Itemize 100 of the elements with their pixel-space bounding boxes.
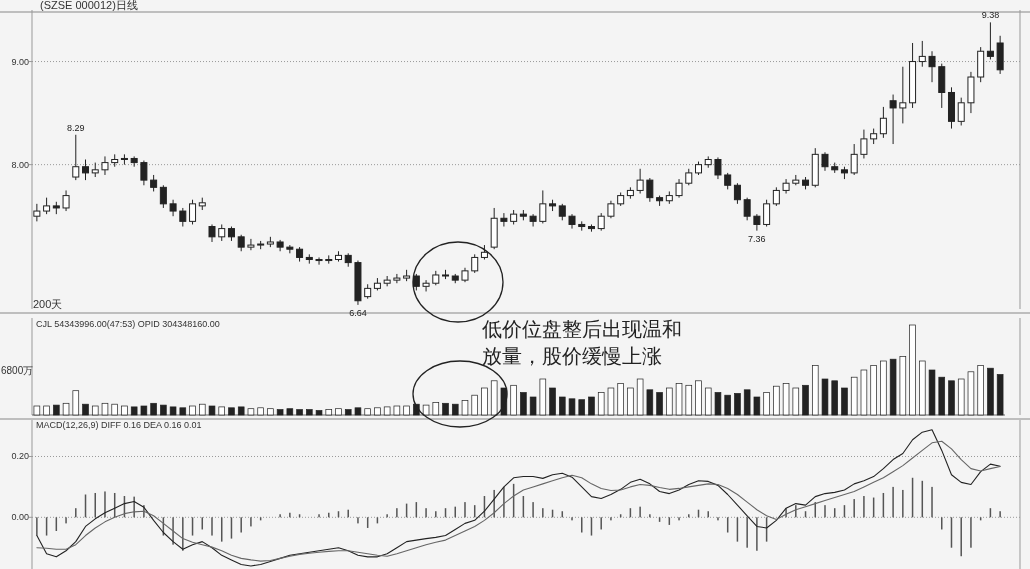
bar	[62, 402, 70, 416]
candlestick	[850, 143, 858, 176]
bar	[160, 404, 167, 416]
bar	[335, 408, 342, 416]
annotation: 9.38	[981, 10, 1000, 21]
bar	[938, 376, 946, 416]
candlestick	[140, 160, 148, 186]
bar	[111, 403, 118, 416]
candlestick	[72, 134, 80, 181]
bar	[636, 378, 644, 416]
bar	[812, 365, 819, 416]
bar	[91, 405, 99, 416]
bar	[413, 403, 420, 416]
bar	[860, 369, 868, 416]
candlestick	[33, 203, 41, 222]
bar	[899, 356, 907, 416]
bar	[451, 403, 459, 416]
candlestick	[928, 50, 936, 83]
bar	[374, 407, 381, 416]
candlestick	[879, 106, 887, 139]
bar	[315, 410, 323, 416]
bar	[967, 371, 975, 416]
candlestick	[62, 189, 70, 212]
candlestick	[636, 168, 644, 195]
bar	[588, 396, 595, 416]
candlestick	[539, 189, 547, 224]
candlestick	[383, 275, 391, 287]
candlestick	[529, 213, 537, 228]
bar	[743, 389, 751, 416]
bar	[43, 405, 50, 416]
bar	[490, 380, 498, 416]
bar	[72, 390, 80, 416]
bar	[500, 387, 508, 416]
bar	[53, 404, 60, 416]
bar	[870, 365, 877, 416]
bar	[189, 405, 196, 416]
candlestick	[179, 207, 187, 228]
bar	[247, 408, 255, 416]
annotation: 低价位盘整后出现温和放量，股价缓慢上涨	[482, 316, 683, 370]
candlestick	[422, 279, 430, 292]
bar	[549, 387, 556, 416]
bar	[140, 405, 148, 416]
bar	[578, 399, 586, 416]
candlestick	[821, 151, 829, 172]
bar	[130, 406, 138, 416]
y-tick-label: 9.00	[11, 56, 29, 67]
bar	[393, 405, 401, 416]
bar	[792, 387, 800, 416]
bar	[802, 384, 809, 416]
bar	[724, 394, 731, 416]
candlestick	[315, 256, 323, 266]
bar	[539, 378, 547, 416]
annotation: 200天	[33, 298, 63, 310]
bar	[704, 387, 712, 416]
candlestick	[918, 40, 926, 68]
bar	[33, 405, 41, 416]
bar	[773, 385, 780, 416]
bar	[977, 365, 984, 416]
bar	[685, 384, 693, 416]
bar	[276, 409, 284, 416]
chart-title: CJL 54343996.00(47:53) OPID 304348160.00	[36, 319, 220, 329]
bar	[714, 392, 722, 416]
annotation: 7.36	[748, 233, 766, 244]
bar	[82, 403, 89, 416]
bar	[179, 407, 187, 416]
bar	[101, 402, 109, 416]
bar	[383, 406, 391, 416]
bar	[364, 408, 371, 416]
candlestick	[899, 66, 907, 124]
candlestick	[159, 184, 167, 209]
bar	[753, 396, 761, 416]
candlestick	[471, 253, 479, 274]
candlestick	[889, 94, 897, 145]
bar	[957, 378, 965, 416]
bar	[666, 387, 673, 416]
bar	[850, 376, 858, 416]
candlestick	[189, 199, 197, 225]
candlestick	[393, 273, 401, 284]
bar	[656, 392, 663, 416]
bar	[880, 360, 887, 416]
bar	[481, 387, 488, 416]
bar	[617, 383, 624, 416]
bar	[306, 409, 313, 416]
bar	[734, 393, 741, 416]
bar	[675, 383, 683, 416]
bar	[763, 392, 770, 416]
bar	[987, 367, 994, 416]
bar	[432, 402, 440, 416]
bar	[150, 402, 157, 416]
candlestick	[860, 129, 868, 159]
y-tick-label: 8.00	[11, 159, 29, 170]
candlestick	[957, 97, 965, 126]
bar	[208, 405, 216, 416]
bar	[520, 392, 527, 416]
chart-title: MACD(12,26,9) DIFF 0.16 DEA 0.16 0.01	[36, 420, 202, 430]
annotation: 6800万	[1, 365, 34, 376]
bar	[695, 380, 702, 416]
candlestick	[120, 153, 128, 166]
bar	[782, 383, 790, 416]
candlestick	[101, 155, 109, 176]
